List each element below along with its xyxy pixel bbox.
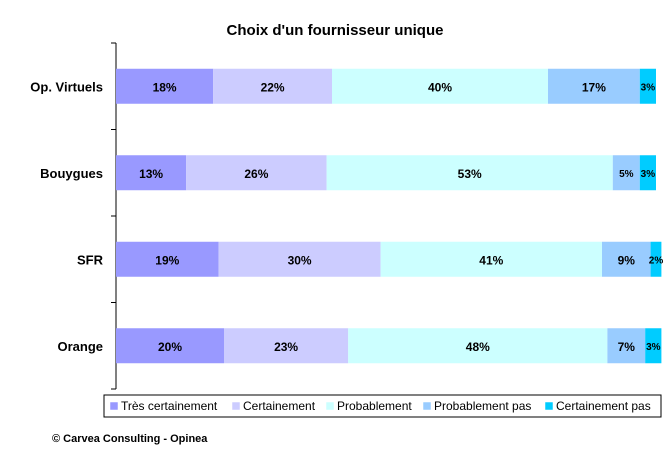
bar-segment [602, 241, 651, 277]
bar-segment [218, 241, 381, 277]
legend-label: Certainement [243, 399, 316, 413]
data-label: 13% [139, 167, 163, 181]
legend: Très certainement Certainement Probablemen… [103, 394, 662, 418]
legend-swatch [325, 401, 335, 411]
bar-segment [186, 155, 327, 191]
data-label: 3% [641, 169, 656, 180]
data-label: 20% [158, 340, 182, 354]
bar-segment [116, 241, 219, 277]
bar-segment [607, 328, 646, 364]
legend-label: Probablement [337, 399, 412, 413]
bar-segment [224, 328, 349, 364]
copyright-text: © Carvea Consulting - Opinea [52, 433, 208, 445]
legend-swatch [231, 401, 241, 411]
category-label: Orange [57, 339, 103, 354]
bar-segment [650, 241, 662, 277]
category-axis [111, 42, 117, 390]
legend-swatch [544, 401, 554, 411]
bar-segment [116, 68, 214, 104]
data-label: 17% [582, 80, 606, 94]
bar-segment [348, 328, 608, 364]
bar-segment [380, 241, 602, 277]
data-label: 3% [641, 82, 656, 93]
data-label: 7% [618, 340, 636, 354]
chart-title: Choix d'un fournisseur unique [227, 22, 444, 39]
data-label: 9% [618, 253, 636, 267]
bars: 18% 22% 40% 17% 3% 13% 26% 53% 5% 3% 19% 30% 41% 9% 2%… [116, 68, 664, 364]
category-label: Bouygues [40, 166, 103, 181]
data-label: 40% [428, 80, 452, 94]
data-label: 19% [155, 253, 179, 267]
data-label: 48% [466, 340, 490, 354]
category-label: SFR [77, 252, 104, 267]
data-label: 53% [458, 167, 482, 181]
data-label: 2% [649, 255, 664, 266]
legend-box [103, 394, 662, 418]
data-label: 5% [619, 169, 634, 180]
bar-segment [548, 68, 640, 104]
legend-label: Très certainement [121, 399, 218, 413]
bar-segment [645, 328, 662, 364]
legend-label: Probablement pas [434, 399, 531, 413]
data-label: 41% [479, 253, 503, 267]
data-label: 26% [244, 167, 268, 181]
bar-segment [326, 155, 613, 191]
bar-segment [213, 68, 332, 104]
data-label: 22% [261, 80, 285, 94]
category-labels: Op. Virtuels Bouygues SFR Orange [30, 79, 103, 354]
legend-swatch [109, 401, 119, 411]
bar-segment [116, 328, 224, 364]
data-label: 30% [288, 253, 312, 267]
bar-segment [639, 155, 656, 191]
bar-segment [639, 68, 656, 104]
bar-segment [116, 155, 187, 191]
category-label: Op. Virtuels [30, 79, 103, 94]
data-label: 18% [153, 80, 177, 94]
legend-label: Certainement pas [556, 399, 651, 413]
bar-segment [612, 155, 640, 191]
legend-swatch [422, 401, 432, 411]
data-label: 3% [646, 342, 661, 353]
bar-segment [332, 68, 548, 104]
data-label: 23% [274, 340, 298, 354]
